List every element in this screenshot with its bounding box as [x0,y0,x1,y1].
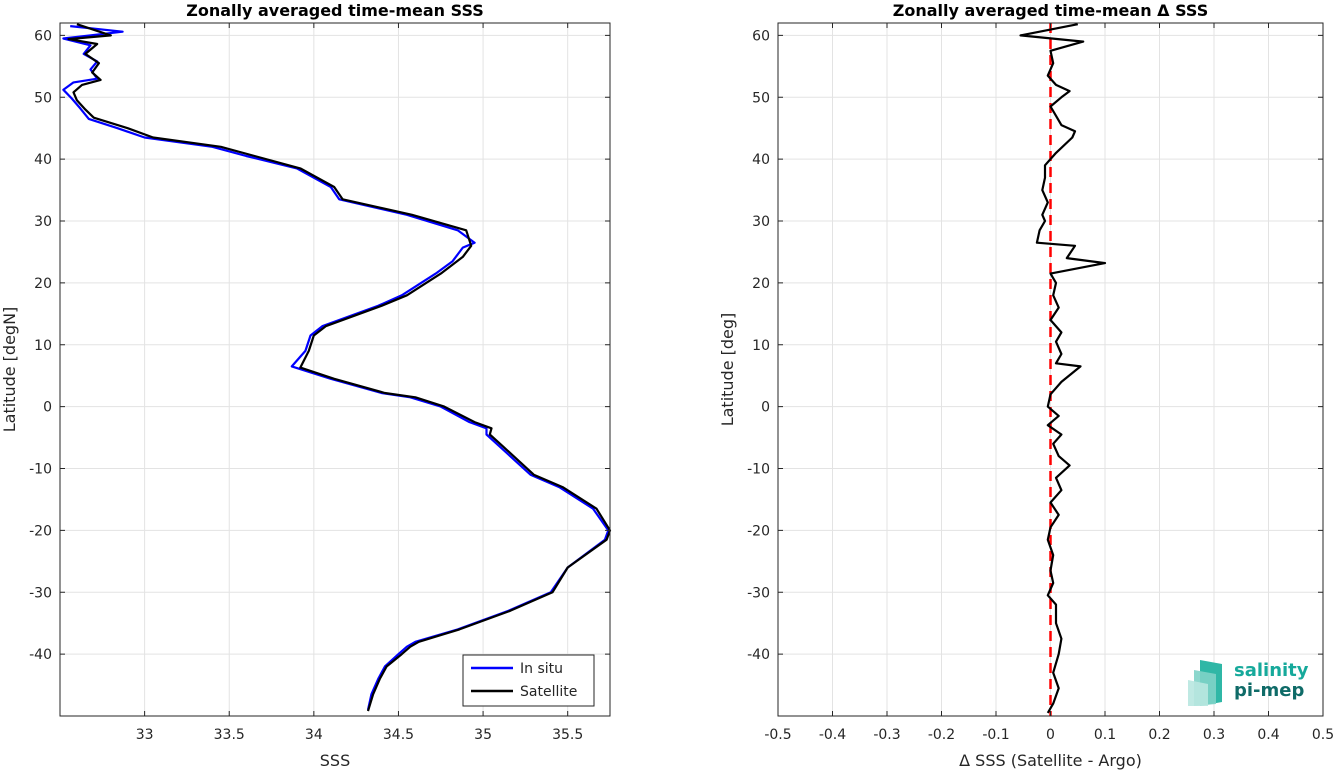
axes-frame [59,22,611,717]
y-tick-label: 50 [34,90,52,106]
y-axis-label: Latitude [deg] [718,313,737,427]
y-tick-label: 40 [752,152,770,168]
x-tick-label: -0.3 [873,727,900,743]
x-tick-label: 35 [474,727,492,743]
y-tick-label: 50 [752,90,770,106]
y-tick-label: 30 [752,214,770,230]
y-tick-label: 20 [34,276,52,292]
y-tick-label: -20 [29,523,52,539]
legend-label: In situ [520,661,563,677]
x-tick-label: -0.1 [982,727,1009,743]
y-tick-label: 60 [34,28,52,44]
x-tick-label: 0 [1046,727,1055,743]
logo-wave-icon [1188,660,1222,706]
y-tick-label: 30 [34,214,52,230]
series-line-in-situ [62,25,610,711]
logo-text-salinity: salinity [1234,660,1309,681]
logo-text-pi-mep: pi-mep [1234,680,1305,701]
x-tick-label: 34 [305,727,323,743]
y-tick-label: 10 [752,338,770,354]
x-tick-label: -0.5 [764,727,791,743]
x-tick-label: -0.4 [819,727,846,743]
y-axis-label: Latitude [degN] [0,307,19,433]
y-tick-label: -10 [29,462,52,478]
x-tick-label: 0.2 [1148,727,1170,743]
legend: In situ Satellite [462,654,595,707]
y-tick-label: 40 [34,152,52,168]
x-axis-label: Δ SSS (Satellite - Argo) [959,751,1142,770]
x-tick-label: 0.1 [1094,727,1116,743]
y-tick-label: -20 [747,523,770,539]
y-tick-label: -40 [29,647,52,663]
y-tick-label: 20 [752,276,770,292]
y-tick-label: -40 [747,647,770,663]
chart-title: Zonally averaged time-mean Δ SSS [893,1,1209,20]
x-tick-label: 0.5 [1312,727,1334,743]
right-chart: -0.5 -0.4 -0.3 -0.2 -0.1 0 0.1 0.2 0.3 0.4 0.5 -40 -… [718,1,1334,770]
salinity-pi-mep-logo: salinity pi-mep [1186,656,1316,708]
y-tick-label: 60 [752,28,770,44]
y-tick-label: 0 [43,400,52,416]
y-tick-label: -10 [747,462,770,478]
series-line-0 [1019,23,1107,714]
x-tick-label: 34.5 [383,727,414,743]
chart-title: Zonally averaged time-mean SSS [186,1,484,20]
y-tick-label: -30 [747,585,770,601]
left-chart: 33 33.5 34 34.5 35 35.5 -40 -30 -20 -10 0 10 20 30 40 5… [0,1,612,770]
x-tick-label: 0.4 [1257,727,1279,743]
x-tick-label: -0.2 [928,727,955,743]
x-axis-label: SSS [320,751,350,770]
y-tick-label: -30 [29,585,52,601]
series-line-satellite [67,23,612,712]
x-tick-label: 35.5 [552,727,583,743]
legend-box [462,654,595,707]
y-tick-label: 10 [34,338,52,354]
x-tick-label: 33 [136,727,154,743]
y-tick-label: 0 [761,400,770,416]
legend-label: Satellite [520,684,577,700]
x-tick-label: 33.5 [214,727,245,743]
x-tick-label: 0.3 [1203,727,1225,743]
